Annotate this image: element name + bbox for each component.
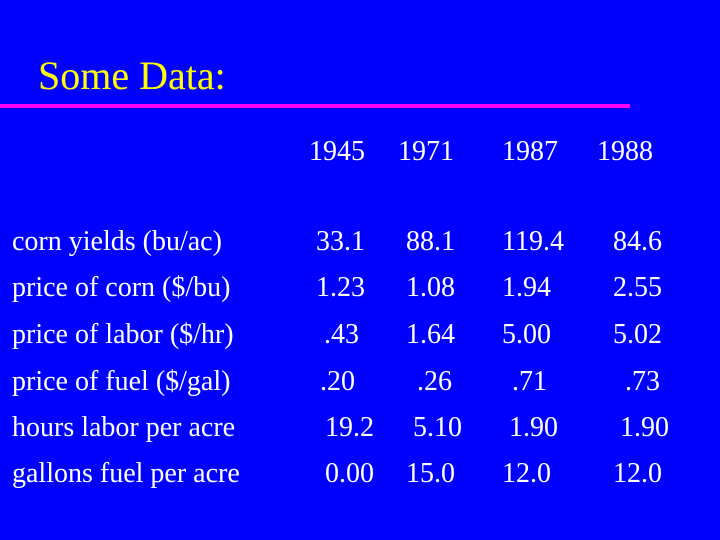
table-cell: 33.1 xyxy=(316,226,365,257)
slide-title: Some Data: xyxy=(38,53,226,98)
row-label: price of corn ($/bu) xyxy=(12,272,231,303)
table-cell: 5.02 xyxy=(613,319,662,350)
year-header: 1988 xyxy=(597,136,653,167)
table-cell: 1.08 xyxy=(406,272,455,303)
table-cell: 1.90 xyxy=(509,412,558,443)
table-cell: 84.6 xyxy=(613,226,662,257)
year-header: 1945 xyxy=(309,136,365,167)
year-header: 1987 xyxy=(502,136,558,167)
table-cell: 88.1 xyxy=(406,226,455,257)
row-label: gallons fuel per acre xyxy=(12,458,240,489)
table-cell: .71 xyxy=(512,366,547,397)
row-label: corn yields (bu/ac) xyxy=(12,226,222,257)
title-underline xyxy=(0,104,630,108)
table-cell: 1.64 xyxy=(406,319,455,350)
table-cell: 12.0 xyxy=(502,458,551,489)
row-label: price of fuel ($/gal) xyxy=(12,366,231,397)
year-header: 1971 xyxy=(398,136,454,167)
table-cell: .73 xyxy=(625,366,660,397)
table-cell: .43 xyxy=(324,319,359,350)
table-cell: 2.55 xyxy=(613,272,662,303)
table-cell: 5.10 xyxy=(413,412,462,443)
row-label: price of labor ($/hr) xyxy=(12,319,234,350)
table-cell: 1.94 xyxy=(502,272,551,303)
table-cell: 1.23 xyxy=(316,272,365,303)
table-cell: 119.4 xyxy=(502,226,564,257)
table-cell: 0.00 xyxy=(325,458,374,489)
table-cell: 1.90 xyxy=(620,412,669,443)
table-cell: 12.0 xyxy=(613,458,662,489)
table-cell: .26 xyxy=(417,366,452,397)
table-cell: 19.2 xyxy=(325,412,374,443)
table-cell: 5.00 xyxy=(502,319,551,350)
table-cell: .20 xyxy=(320,366,355,397)
row-label: hours labor per acre xyxy=(12,412,236,443)
table-cell: 15.0 xyxy=(406,458,455,489)
